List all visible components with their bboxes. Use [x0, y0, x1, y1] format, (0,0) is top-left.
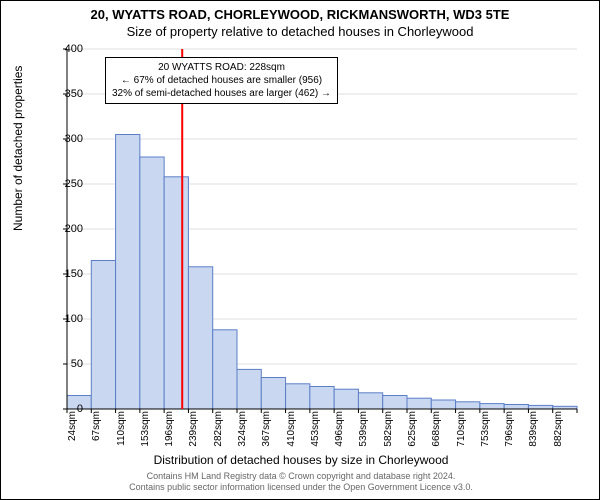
marker-annotation-box: 20 WYATTS ROAD: 228sqm ← 67% of detached… — [105, 57, 338, 104]
plot-area: 20 WYATTS ROAD: 228sqm ← 67% of detached… — [67, 49, 577, 409]
chart-title-desc: Size of property relative to detached ho… — [1, 24, 599, 39]
annotation-line-1: 20 WYATTS ROAD: 228sqm — [112, 61, 331, 74]
annotation-line-3: 32% of semi-detached houses are larger (… — [112, 87, 331, 100]
y-tick-label: 250 — [53, 178, 83, 190]
footer-line-1: Contains HM Land Registry data © Crown c… — [1, 471, 600, 482]
attribution-footer: Contains HM Land Registry data © Crown c… — [1, 471, 600, 493]
annotation-line-2: ← 67% of detached houses are smaller (95… — [112, 74, 331, 87]
chart-title-address: 20, WYATTS ROAD, CHORLEYWOOD, RICKMANSWO… — [1, 7, 599, 22]
y-tick-label: 50 — [53, 358, 83, 370]
y-tick-label: 200 — [53, 223, 83, 235]
chart-container: 20, WYATTS ROAD, CHORLEYWOOD, RICKMANSWO… — [0, 0, 600, 500]
y-tick-label: 400 — [53, 43, 83, 55]
y-tick-label: 150 — [53, 268, 83, 280]
y-tick-label: 300 — [53, 133, 83, 145]
x-axis-label: Distribution of detached houses by size … — [1, 453, 600, 467]
y-tick-label: 350 — [53, 88, 83, 100]
footer-line-2: Contains public sector information licen… — [1, 482, 600, 493]
y-tick-label: 100 — [53, 313, 83, 325]
y-axis-label: Number of detached properties — [11, 66, 25, 231]
